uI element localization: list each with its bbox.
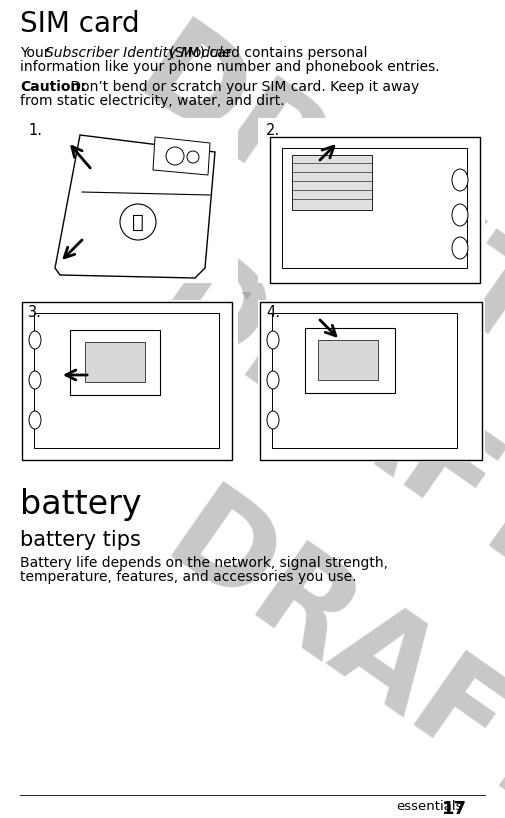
Bar	[305, 328, 395, 393]
Ellipse shape	[452, 204, 468, 226]
Text: Subscriber Identity Module: Subscriber Identity Module	[45, 46, 231, 60]
Polygon shape	[55, 135, 215, 278]
Polygon shape	[22, 302, 232, 460]
Bar	[70, 330, 160, 395]
Bar	[272, 313, 457, 448]
Text: Battery life depends on the network, signal strength,: Battery life depends on the network, sig…	[20, 556, 388, 570]
Text: 17: 17	[442, 800, 467, 818]
Text: (SIM) card contains personal: (SIM) card contains personal	[165, 46, 368, 60]
Text: temperature, features, and accessories you use.: temperature, features, and accessories y…	[20, 570, 357, 584]
Text: 2.: 2.	[266, 123, 280, 138]
Bar	[292, 155, 372, 210]
Bar	[85, 342, 145, 382]
Text: information like your phone number and phonebook entries.: information like your phone number and p…	[20, 60, 440, 74]
Text: Ⓜ: Ⓜ	[132, 213, 144, 231]
Text: Caution:: Caution:	[20, 80, 86, 94]
Polygon shape	[153, 137, 210, 175]
Ellipse shape	[267, 331, 279, 349]
Bar	[258, 300, 485, 462]
Text: 3.: 3.	[28, 305, 42, 320]
Ellipse shape	[267, 411, 279, 429]
Ellipse shape	[452, 237, 468, 259]
Ellipse shape	[267, 371, 279, 389]
Polygon shape	[260, 302, 482, 460]
Text: from static electricity, water, and dirt.: from static electricity, water, and dirt…	[20, 94, 285, 108]
Text: DRAFT: DRAFT	[114, 11, 505, 379]
Circle shape	[166, 147, 184, 165]
Ellipse shape	[452, 169, 468, 191]
Ellipse shape	[29, 371, 41, 389]
Polygon shape	[242, 292, 252, 300]
Circle shape	[187, 151, 199, 163]
Bar	[34, 313, 219, 448]
Text: Your: Your	[20, 46, 54, 60]
Text: battery tips: battery tips	[20, 530, 141, 550]
Polygon shape	[270, 137, 480, 283]
Text: 1.: 1.	[28, 123, 42, 138]
Text: battery: battery	[20, 488, 141, 521]
Bar	[318, 340, 378, 380]
Text: DRAFT: DRAFT	[144, 476, 505, 818]
Text: SIM card: SIM card	[20, 10, 139, 38]
Bar	[20, 118, 238, 283]
Ellipse shape	[29, 331, 41, 349]
Bar	[258, 118, 485, 283]
Circle shape	[120, 204, 156, 240]
Bar	[20, 300, 238, 462]
Text: Don’t bend or scratch your SIM card. Keep it away: Don’t bend or scratch your SIM card. Kee…	[66, 80, 419, 94]
Text: DRAFT: DRAFT	[134, 236, 505, 604]
Text: 4.: 4.	[266, 305, 280, 320]
Bar	[282, 148, 467, 268]
Text: essentials: essentials	[396, 800, 463, 813]
Ellipse shape	[29, 411, 41, 429]
